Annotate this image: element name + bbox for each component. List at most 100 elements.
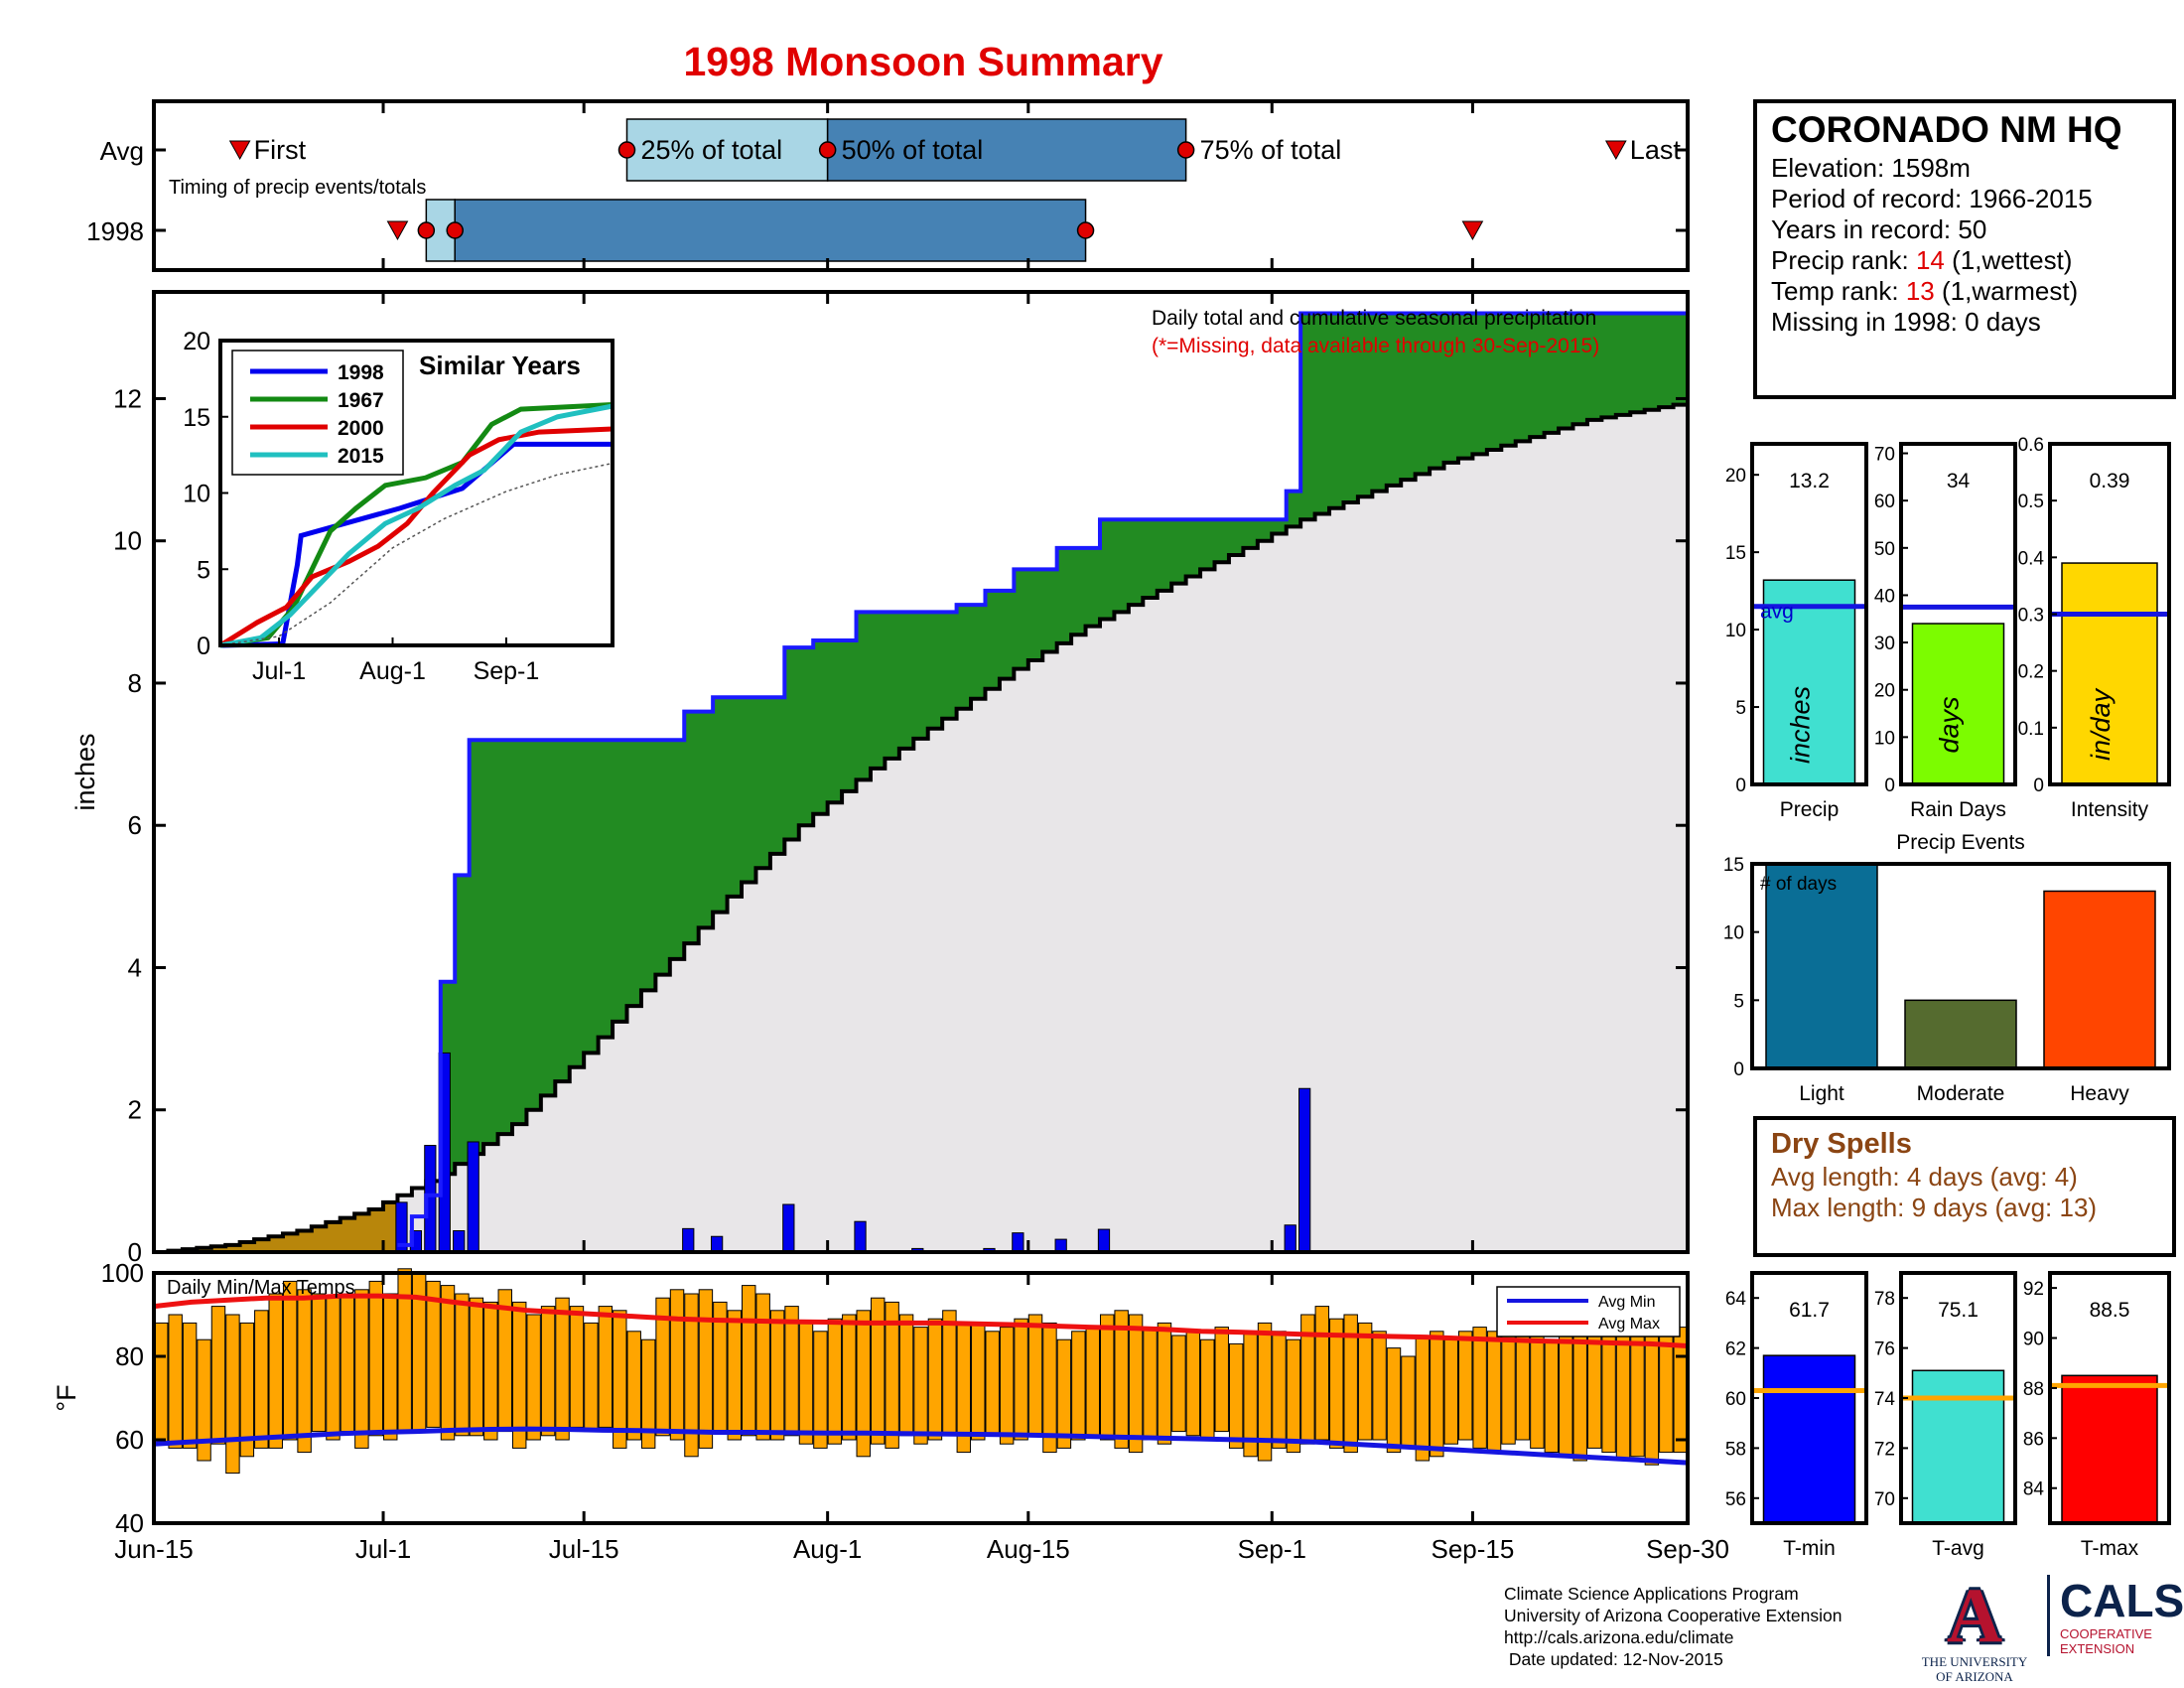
panel-y-tick-label: 88 bbox=[2023, 1379, 2044, 1400]
events-y-tick-label: 5 bbox=[1733, 991, 1744, 1012]
daily-temp-bar bbox=[885, 1301, 899, 1449]
x-tick-label: Jul-1 bbox=[355, 1534, 411, 1564]
credit-line: Climate Science Applications Program bbox=[1504, 1584, 1799, 1604]
panel-y-tick-label: 58 bbox=[1725, 1439, 1746, 1460]
daily-temp-bar bbox=[268, 1293, 283, 1449]
temp-y-axis-label: °F bbox=[52, 1384, 81, 1411]
panel-label: Intensity bbox=[2071, 798, 2149, 821]
daily-temp-bar bbox=[383, 1293, 398, 1441]
timing-band-25-50 bbox=[625, 118, 829, 182]
daily-temp-bar bbox=[1027, 1314, 1043, 1437]
daily-temp-bar bbox=[1386, 1347, 1402, 1454]
timing-row-label: Avg bbox=[100, 136, 144, 166]
panel-bar bbox=[1762, 1354, 1856, 1524]
daily-temp-bar bbox=[1085, 1327, 1100, 1437]
panel-value-label: 88.5 bbox=[2090, 1299, 2130, 1322]
inset-y-tick-label: 10 bbox=[183, 481, 210, 508]
percentile-marker bbox=[1176, 141, 1195, 159]
y-tick-label: 12 bbox=[113, 383, 142, 413]
station-years: Years in record: 50 bbox=[1771, 214, 1987, 244]
panel-label: T-max bbox=[2081, 1537, 2139, 1560]
daily-temp-bar bbox=[1329, 1318, 1344, 1449]
temp-y-tick-label: 80 bbox=[115, 1341, 144, 1371]
dry-spells-avg: Avg length: 4 days (avg: 4) bbox=[1771, 1162, 2078, 1192]
seasonal-panel-rain-days: 0 10 20 30 40 50 60 70 34 Rain Days days bbox=[1874, 442, 2017, 821]
daily-temp-bar bbox=[225, 1314, 240, 1475]
panel-y-tick-label: 5 bbox=[1735, 698, 1746, 719]
panel-y-tick-label: 84 bbox=[2023, 1479, 2045, 1500]
panel-value-label: 34 bbox=[1947, 470, 1971, 492]
y-tick-label: 10 bbox=[113, 526, 142, 556]
legend-label: Avg Min bbox=[1598, 1294, 1656, 1311]
y-axis-label: inches bbox=[70, 733, 100, 810]
temp-legend-box bbox=[1496, 1286, 1681, 1337]
daily-precip-bar bbox=[1097, 1228, 1111, 1253]
legend-label: 2015 bbox=[338, 445, 384, 468]
daily-temp-bar bbox=[483, 1301, 498, 1441]
daily-temps-chart: 40 60 80 100 Jun-15 Jul-1 Jul-15 Aug-1 Aug-15 Sep… bbox=[52, 1258, 1729, 1564]
daily-temp-bar bbox=[368, 1280, 384, 1437]
precip-rank: Precip rank: 14 (1,wettest) bbox=[1771, 245, 2172, 276]
avg-cumulative-area bbox=[154, 402, 1688, 1252]
daily-temp-bar bbox=[1357, 1322, 1373, 1441]
daily-temp-bar bbox=[426, 1280, 441, 1428]
first-last-marker bbox=[386, 220, 409, 241]
daily-temp-bar bbox=[239, 1322, 255, 1458]
daily-temp-bar bbox=[168, 1314, 183, 1449]
first-last-marker bbox=[1461, 220, 1484, 241]
panel-y-tick-label: 0.6 bbox=[2018, 435, 2044, 456]
percentile-marker bbox=[446, 221, 464, 239]
university-of-arizona-logo: A THE UNIVERSITY OF ARIZONA bbox=[1916, 1577, 2033, 1685]
first-last-marker bbox=[1604, 140, 1627, 161]
daily-temp-bar bbox=[1530, 1335, 1545, 1449]
credit-date: Date updated: 12-Nov-2015 bbox=[1504, 1649, 1723, 1669]
label-p25: 25% of total bbox=[640, 135, 782, 165]
daily-temp-bar bbox=[1372, 1331, 1387, 1441]
daily-temp-bar bbox=[197, 1338, 211, 1462]
y-tick-label: 0 bbox=[128, 1237, 142, 1267]
precip-rank-label: Precip rank: bbox=[1771, 245, 1916, 275]
event-category-label: Light bbox=[1799, 1082, 1844, 1105]
legend-label: 1998 bbox=[338, 361, 384, 384]
daily-temp-bar bbox=[1615, 1335, 1631, 1462]
daily-temp-bar bbox=[354, 1289, 369, 1449]
inset-title: Similar Years bbox=[419, 351, 581, 380]
daily-precip-bar bbox=[1298, 1087, 1311, 1253]
inset-x-tick-label: Jul-1 bbox=[252, 657, 306, 685]
daily-temp-bar bbox=[1572, 1335, 1587, 1462]
cals-logo: CALS COOPERATIVE EXTENSION bbox=[2047, 1575, 2184, 1656]
above-average-area bbox=[397, 313, 1688, 1196]
daily-temp-bar bbox=[540, 1306, 556, 1437]
daily-temp-bar bbox=[1143, 1327, 1158, 1441]
daily-temp-bar bbox=[1042, 1322, 1057, 1454]
daily-temp-bar bbox=[1286, 1338, 1301, 1454]
panel-label: T-avg bbox=[1932, 1537, 1984, 1560]
panel-frame bbox=[2048, 1271, 2171, 1525]
x-tick-label: Sep-30 bbox=[1646, 1534, 1729, 1564]
daily-temp-bar bbox=[1601, 1327, 1616, 1454]
daily-precip-bar bbox=[453, 1230, 466, 1253]
temp-rank-note: (1,warmest) bbox=[1934, 276, 2079, 306]
precip-rank-value: 14 bbox=[1915, 245, 1945, 275]
daily-temp-bar bbox=[555, 1297, 570, 1441]
daily-temp-bar bbox=[210, 1306, 226, 1445]
daily-temp-bar bbox=[813, 1331, 828, 1449]
plot-frame bbox=[152, 290, 1690, 1254]
station-elevation: Elevation: 1598m bbox=[1771, 153, 1971, 183]
daily-temp-bar bbox=[1128, 1314, 1144, 1454]
daily-temp-bar bbox=[1272, 1331, 1287, 1449]
legend-label: 1967 bbox=[338, 389, 384, 412]
daily-temp-bar bbox=[1114, 1310, 1129, 1449]
precip-rank-note: (1,wettest) bbox=[1944, 245, 2073, 275]
daily-temp-bar bbox=[440, 1285, 456, 1441]
daily-temp-bar bbox=[870, 1297, 886, 1445]
panel-y-tick-label: 70 bbox=[1874, 445, 1895, 466]
inset-y-tick-label: 20 bbox=[183, 328, 210, 355]
x-tick-label: Sep-15 bbox=[1431, 1534, 1514, 1564]
daily-temp-bar bbox=[1630, 1331, 1645, 1458]
panel-y-tick-label: 90 bbox=[2023, 1330, 2044, 1350]
daily-temp-bar bbox=[182, 1322, 198, 1449]
event-category-label: Heavy bbox=[2070, 1082, 2129, 1105]
daily-temp-bar bbox=[397, 1268, 412, 1433]
